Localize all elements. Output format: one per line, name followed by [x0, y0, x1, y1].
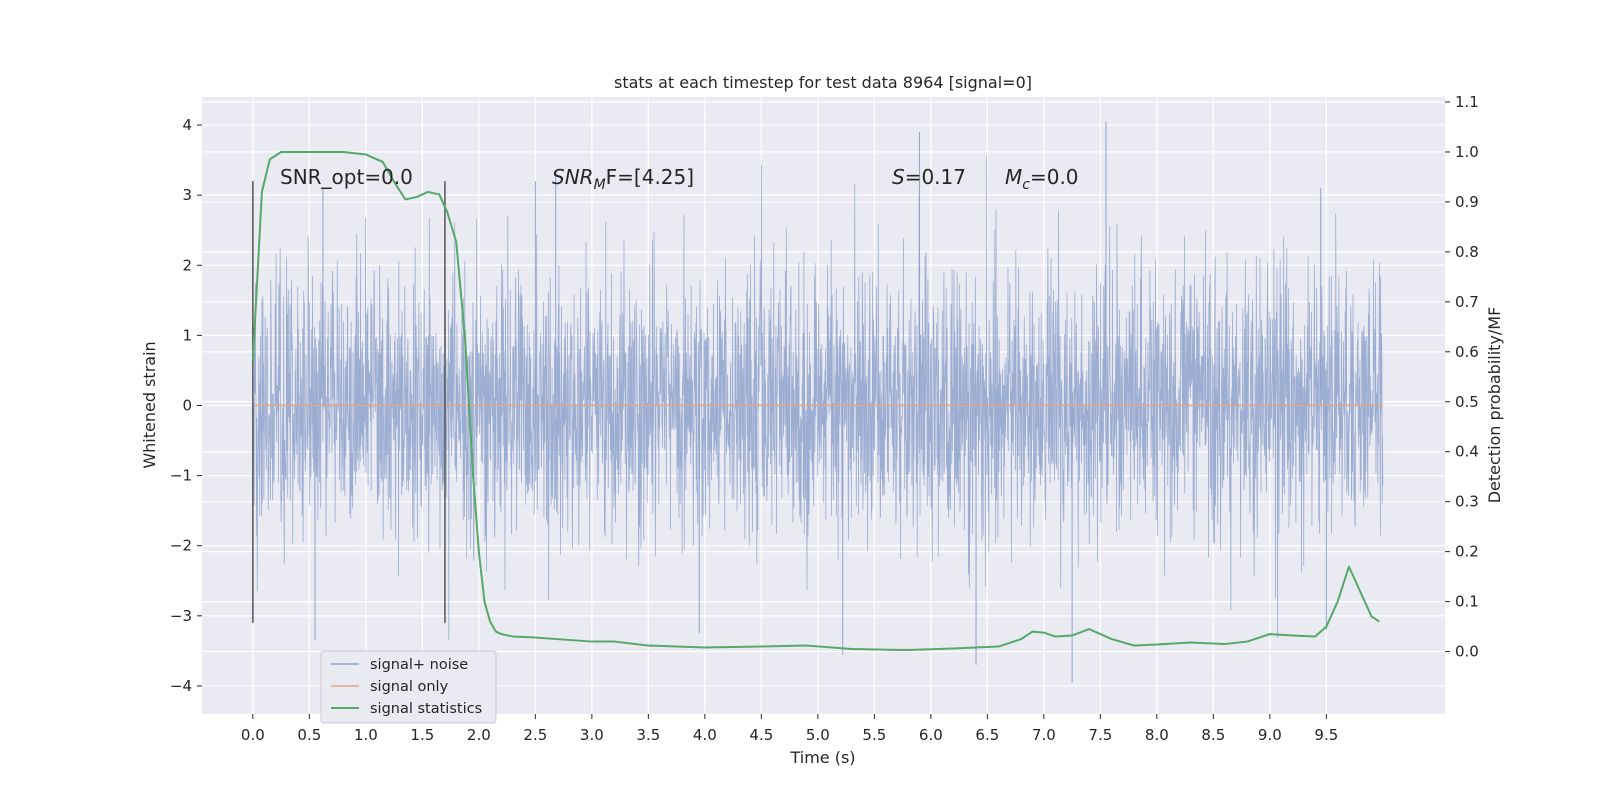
- x-tick-label: 4.5: [749, 726, 773, 744]
- mc-sub: c: [1022, 177, 1030, 193]
- y-right-tick-label: 0.0: [1455, 643, 1479, 661]
- x-tick-label: 1.5: [410, 726, 434, 744]
- x-tick-label: 1.0: [354, 726, 378, 744]
- x-tick-label: 0.0: [241, 726, 265, 744]
- x-tick-label: 3.5: [636, 726, 660, 744]
- y-right-tick-label: 0.4: [1455, 443, 1479, 461]
- legend-label-signal-noise: signal+ noise: [370, 657, 468, 673]
- chart-title: stats at each timestep for test data 896…: [614, 73, 1032, 92]
- snr-mf-rest: F=[4.25]: [606, 165, 694, 189]
- y-right-tick-label: 0.8: [1455, 243, 1479, 261]
- x-tick-label: 7.5: [1088, 726, 1112, 744]
- y-right-tick-label: 0.1: [1455, 593, 1479, 611]
- y-right-tick-label: 0.3: [1455, 493, 1479, 511]
- x-tick-label: 9.5: [1314, 726, 1338, 744]
- legend: signal+ noise signal only signal statist…: [320, 650, 497, 724]
- x-tick-label: 6.0: [919, 726, 943, 744]
- x-tick-label: 3.0: [580, 726, 604, 744]
- mc-value: =0.0: [1030, 165, 1079, 189]
- snr-mf-base: SNR: [552, 165, 594, 189]
- s-label: S: [892, 165, 905, 189]
- y-tick-label: 4: [182, 116, 192, 134]
- y-right-tick-label: 0.7: [1455, 293, 1479, 311]
- x-tick-label: 2.0: [467, 726, 491, 744]
- y-tick-label: 0: [182, 397, 192, 415]
- y-axis-label-right: Detection probability/MF: [1485, 307, 1504, 504]
- legend-label-signal-only: signal only: [370, 679, 449, 695]
- y-right-tick-label: 0.6: [1455, 343, 1479, 361]
- y-tick-label: 3: [182, 186, 192, 204]
- annotation-s: S=0.17: [892, 165, 966, 189]
- legend-box: [320, 650, 497, 724]
- x-tick-label: 8.5: [1201, 726, 1225, 744]
- signal-statistics-line: [251, 150, 1380, 652]
- y-tick-label: −4: [170, 677, 192, 695]
- y-right-tick-label: 0.9: [1455, 193, 1479, 211]
- y-ticks-right: 1.1 1.0 0.9 0.8 0.7 0.6 0.5 0.4 0.3 0.2 0.1 0.0: [1445, 93, 1479, 661]
- x-axis-label: Time (s): [789, 748, 855, 767]
- x-tick-label: 5.5: [862, 726, 886, 744]
- mc-label: M: [1005, 165, 1022, 189]
- y-right-tick-label: 1.1: [1455, 93, 1479, 111]
- x-tick-label: 0.5: [297, 726, 321, 744]
- y-tick-label: −3: [170, 607, 192, 625]
- y-axis-label: Whitened strain: [140, 341, 159, 468]
- snr-mf-sub: M: [594, 177, 606, 193]
- y-ticks-left: 4 3 2 1 0 −1 −2 −3 −4: [170, 116, 202, 695]
- x-tick-label: 7.0: [1032, 726, 1056, 744]
- annotation-snr-opt: SNR_opt=0.0: [280, 165, 413, 189]
- y-right-tick-label: 0.5: [1455, 393, 1479, 411]
- s-value: =0.17: [905, 165, 966, 189]
- y-tick-label: −1: [170, 467, 192, 485]
- vertical-markers: [252, 181, 446, 623]
- y-right-tick-label: 1.0: [1455, 143, 1479, 161]
- x-tick-label: 6.5: [975, 726, 999, 744]
- y-right-tick-label: 0.2: [1455, 543, 1479, 561]
- x-tick-label: 2.5: [523, 726, 547, 744]
- signal-noise-line: [252, 155, 1384, 641]
- annotation-snr-mf: SNRMF=[4.25]: [552, 165, 694, 193]
- y-tick-label: 1: [182, 326, 192, 344]
- x-tick-label: 5.0: [806, 726, 830, 744]
- x-tick-label: 4.0: [693, 726, 717, 744]
- x-tick-label: 8.0: [1145, 726, 1169, 744]
- signal-noise-series: [252, 121, 1384, 683]
- legend-label-signal-statistics: signal statistics: [370, 701, 482, 717]
- x-ticks: 0.0 0.5 1.0 1.5 2.0 2.5 3.0 3.5 4.0 4.5 5.0 5.5 6.0 6…: [241, 714, 1338, 744]
- y-tick-label: 2: [182, 256, 192, 274]
- signal-statistics-series: [251, 150, 1380, 652]
- x-tick-label: 9.0: [1258, 726, 1282, 744]
- signal-noise-spikes: [314, 121, 1327, 683]
- annotation-mc: Mc=0.0: [1005, 165, 1079, 193]
- y-tick-label: −2: [170, 537, 192, 555]
